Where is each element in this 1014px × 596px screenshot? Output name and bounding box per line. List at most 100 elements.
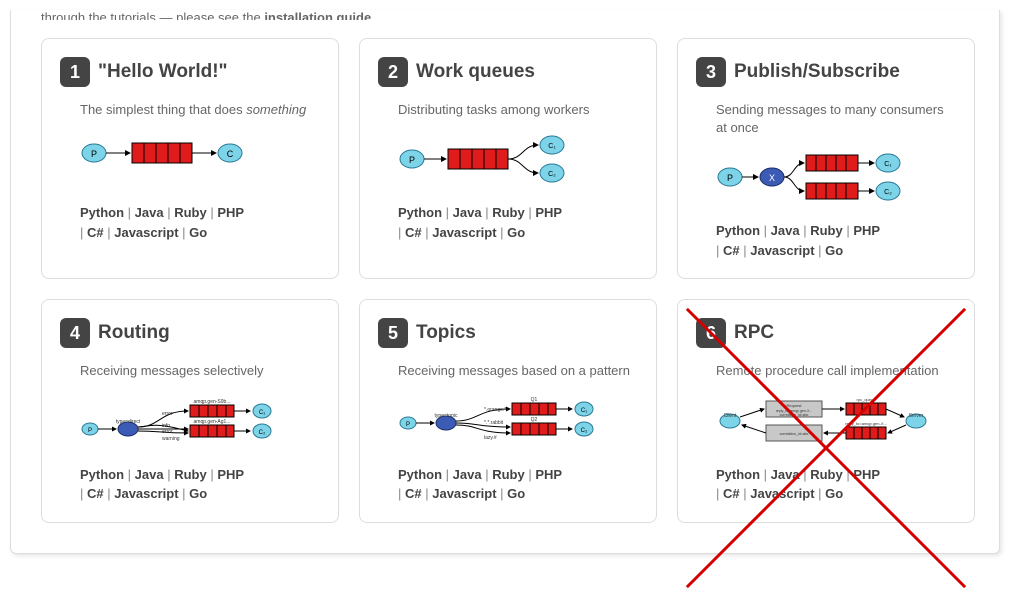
card-header: 5 Topics: [378, 318, 638, 348]
svg-text:correlation_id=abc: correlation_id=abc: [780, 432, 809, 436]
card-work-queues[interactable]: 2 Work queues Distributing tasks among w…: [359, 38, 657, 279]
svg-text:type=direct: type=direct: [116, 419, 141, 425]
lang-link[interactable]: Ruby: [174, 205, 207, 220]
card-title: Topics: [416, 322, 476, 344]
lang-link[interactable]: Go: [825, 243, 843, 258]
svg-text:C₁: C₁: [548, 143, 556, 150]
lang-link[interactable]: Python: [398, 467, 442, 482]
card-title: Routing: [98, 322, 170, 344]
lang-link[interactable]: Go: [507, 225, 525, 240]
step-badge: 2: [378, 57, 408, 87]
lang-link[interactable]: Java: [135, 467, 164, 482]
svg-text:amqp.gen-Ag1...: amqp.gen-Ag1...: [194, 419, 231, 425]
lang-link[interactable]: Ruby: [492, 467, 525, 482]
lang-link[interactable]: C#: [405, 225, 422, 240]
lang-link[interactable]: Javascript: [114, 225, 178, 240]
lang-link[interactable]: Ruby: [810, 223, 843, 238]
svg-text:lazy.#: lazy.#: [484, 435, 497, 441]
lang-link[interactable]: Go: [189, 225, 207, 240]
card-description: Remote procedure call implementation: [716, 362, 956, 380]
lang-link[interactable]: Go: [825, 486, 843, 501]
lang-link[interactable]: Java: [453, 205, 482, 220]
lang-link[interactable]: Javascript: [432, 486, 496, 501]
language-links: Python | Java | Ruby | PHP | C# | Javasc…: [398, 465, 638, 504]
lang-link[interactable]: Python: [716, 223, 760, 238]
lang-link[interactable]: Ruby: [492, 205, 525, 220]
svg-text:amqp.gen-S9b...: amqp.gen-S9b...: [194, 399, 231, 405]
lang-link[interactable]: Java: [771, 467, 800, 482]
svg-text:C₁: C₁: [259, 410, 265, 416]
svg-text:*.*.rabbit: *.*.rabbit: [484, 420, 504, 426]
lang-link[interactable]: C#: [87, 486, 104, 501]
lang-link[interactable]: Javascript: [114, 486, 178, 501]
lang-link[interactable]: Python: [80, 205, 124, 220]
card-description: The simplest thing that does something: [80, 101, 320, 119]
lang-link[interactable]: C#: [723, 486, 740, 501]
card-title: Publish/Subscribe: [734, 61, 900, 83]
lang-link[interactable]: C#: [87, 225, 104, 240]
intro-text: through the tutorials — please see the: [41, 10, 264, 20]
lang-link[interactable]: C#: [723, 243, 740, 258]
svg-text:C₂: C₂: [548, 171, 556, 178]
svg-text:Q2: Q2: [531, 417, 538, 423]
svg-text:error: error: [162, 411, 173, 417]
svg-text:C₂: C₂: [259, 430, 266, 436]
lang-link[interactable]: PHP: [853, 223, 880, 238]
svg-text:P: P: [409, 155, 415, 165]
svg-text:type=topic: type=topic: [435, 413, 458, 419]
lang-link[interactable]: Javascript: [750, 486, 814, 501]
lang-link[interactable]: Python: [398, 205, 442, 220]
lang-link[interactable]: Java: [771, 223, 800, 238]
lang-link[interactable]: Python: [80, 467, 124, 482]
lang-link[interactable]: Python: [716, 467, 760, 482]
card-routing[interactable]: 4 Routing Receiving messages selectively…: [41, 299, 339, 522]
diagram-simple: P C: [80, 131, 320, 191]
lang-link[interactable]: Go: [189, 486, 207, 501]
svg-text:reply_to=amqp.gen-X...: reply_to=amqp.gen-X...: [845, 421, 887, 426]
card-description: Receiving messages based on a pattern: [398, 362, 638, 380]
card-title: RPC: [734, 322, 774, 344]
svg-text:P: P: [91, 149, 97, 159]
lang-link[interactable]: Java: [135, 205, 164, 220]
svg-text:Client: Client: [724, 413, 737, 419]
lang-link[interactable]: PHP: [535, 205, 562, 220]
card-pubsub[interactable]: 3 Publish/Subscribe Sending messages to …: [677, 38, 975, 279]
card-description: Receiving messages selectively: [80, 362, 320, 380]
svg-text:P: P: [88, 428, 92, 434]
card-title: Work queues: [416, 61, 535, 83]
diagram-workqueue: P C₁ C₂: [398, 131, 638, 191]
card-title: "Hello World!": [98, 61, 228, 83]
svg-text:C₁: C₁: [884, 161, 892, 168]
card-rpc[interactable]: 6 RPC Remote procedure call implementati…: [677, 299, 975, 522]
installation-guide-link[interactable]: installation guide.: [264, 10, 375, 20]
svg-text:Request: Request: [787, 403, 803, 408]
svg-text:X: X: [769, 173, 775, 183]
svg-text:C₂: C₂: [884, 189, 892, 196]
card-header: 1 "Hello World!": [60, 57, 320, 87]
svg-text:C: C: [227, 149, 234, 159]
svg-text:C₂: C₂: [581, 428, 588, 434]
svg-text:Server: Server: [909, 413, 924, 419]
lang-link[interactable]: Ruby: [174, 467, 207, 482]
card-topics[interactable]: 5 Topics Receiving messages based on a p…: [359, 299, 657, 522]
lang-link[interactable]: Javascript: [750, 243, 814, 258]
diagram-routing: P type=direct error info warning error: [80, 393, 320, 453]
card-header: 2 Work queues: [378, 57, 638, 87]
svg-text:*.orange.*: *.orange.*: [484, 407, 506, 413]
lang-link[interactable]: PHP: [217, 205, 244, 220]
lang-link[interactable]: PHP: [217, 467, 244, 482]
lang-link[interactable]: Go: [507, 486, 525, 501]
card-header: 6 RPC: [696, 318, 956, 348]
lang-link[interactable]: Java: [453, 467, 482, 482]
svg-text:correlation_id=abc: correlation_id=abc: [780, 413, 809, 417]
language-links: Python | Java | Ruby | PHP | C# | Javasc…: [80, 203, 320, 242]
svg-text:P: P: [727, 173, 733, 183]
lang-link[interactable]: Javascript: [432, 225, 496, 240]
lang-link[interactable]: C#: [405, 486, 422, 501]
diagram-topics: P type=topic *.orange.* *.*.rabbit lazy.…: [398, 393, 638, 453]
lang-link[interactable]: Ruby: [810, 467, 843, 482]
card-hello-world[interactable]: 1 "Hello World!" The simplest thing that…: [41, 38, 339, 279]
lang-link[interactable]: PHP: [535, 467, 562, 482]
lang-link[interactable]: PHP: [853, 467, 880, 482]
svg-text:warning: warning: [162, 436, 180, 442]
